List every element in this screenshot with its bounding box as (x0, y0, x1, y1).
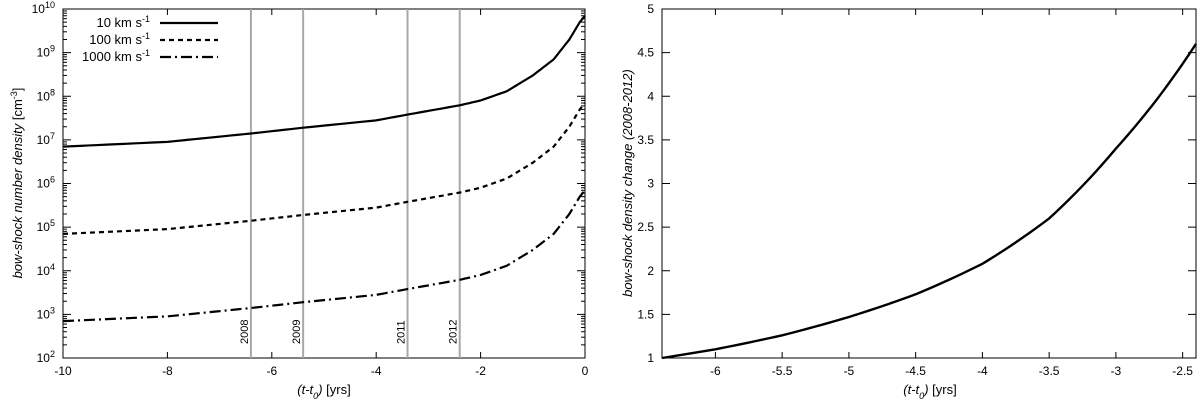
year-marker-label: 2008 (239, 320, 251, 344)
x-tick-label: 0 (582, 364, 589, 378)
x-tick-label: -10 (54, 364, 72, 378)
y-tick-label: 109 (37, 44, 55, 60)
y-tick-label: 106 (37, 175, 55, 191)
legend-entry-label: 100 km s-1 (89, 31, 150, 47)
x-tick-label: -5.5 (772, 364, 793, 378)
year-marker-label: 2012 (448, 320, 460, 344)
left-axis-ticks: -10 -8 -6 -4 -2 0 102 103 104 105 106 107 108 109 1010 (32, 0, 589, 378)
x-tick-label: -6 (266, 364, 277, 378)
legend-entry-label: 10 km s-1 (96, 14, 150, 30)
density-change-chart-right: -6 -5.5 -5 -4.5 -4 -3.5 -3 -2.5 1 1.5 2 2.5 3 3.5 4 4.5… (620, 2, 1198, 401)
x-tick-label: -5 (844, 364, 855, 378)
y-tick-label: 1010 (32, 0, 55, 16)
left-y-axis-label: bow-shock number density [cm-3] (9, 88, 25, 279)
legend-entry-label: 1000 km s-1 (82, 48, 150, 64)
right-series-lines (661, 43, 1198, 360)
x-tick-label: -3 (1111, 364, 1122, 378)
x-tick-label: -3.5 (1039, 364, 1060, 378)
y-tick-label: 2 (647, 264, 654, 278)
y-tick-label: 5 (647, 2, 654, 16)
y-tick-label: 3 (647, 177, 654, 191)
y-tick-label: 3.5 (637, 133, 654, 147)
year-marker-label: 2011 (396, 320, 408, 344)
x-tick-label: -2.5 (1172, 364, 1193, 378)
left-series-lines (62, 15, 586, 323)
right-axis-ticks: -6 -5.5 -5 -4.5 -4 -3.5 -3 -2.5 1 1.5 2 2.5 3 3.5 4 4.5… (637, 2, 1196, 378)
y-tick-label: 4 (647, 89, 654, 103)
right-x-axis-label: (t-t0) [yrs] (903, 382, 956, 401)
series-line (62, 189, 586, 323)
y-tick-label: 1.5 (637, 307, 654, 321)
year-marker-label: 2009 (291, 320, 303, 344)
x-tick-label: -4 (371, 364, 382, 378)
left-x-axis-label: (t-t0) [yrs] (297, 382, 350, 401)
y-tick-label: 105 (37, 218, 55, 234)
series-line (62, 15, 586, 148)
series-line (62, 102, 586, 235)
x-tick-label: -4.5 (905, 364, 926, 378)
y-tick-label: 4.5 (637, 46, 654, 60)
y-tick-label: 107 (37, 131, 55, 147)
left-year-markers: 2008 2009 2011 2012 (239, 9, 461, 358)
x-tick-label: -6 (710, 364, 721, 378)
y-tick-label: 108 (37, 87, 55, 103)
x-tick-label: -8 (162, 364, 173, 378)
y-tick-label: 103 (37, 305, 55, 321)
density-chart-left: -10 -8 -6 -4 -2 0 102 103 104 105 106 107 108 109 1010… (9, 0, 589, 401)
x-tick-label: -4 (977, 364, 988, 378)
y-tick-label: 2.5 (637, 220, 654, 234)
right-y-axis-label: bow-shock density change (2008-2012) (620, 69, 635, 297)
series-line (661, 43, 1198, 360)
x-tick-label: -2 (475, 364, 486, 378)
y-tick-label: 1 (647, 351, 654, 365)
y-tick-label: 102 (37, 349, 55, 365)
right-plot-frame (661, 8, 1197, 359)
y-tick-label: 104 (37, 262, 55, 278)
